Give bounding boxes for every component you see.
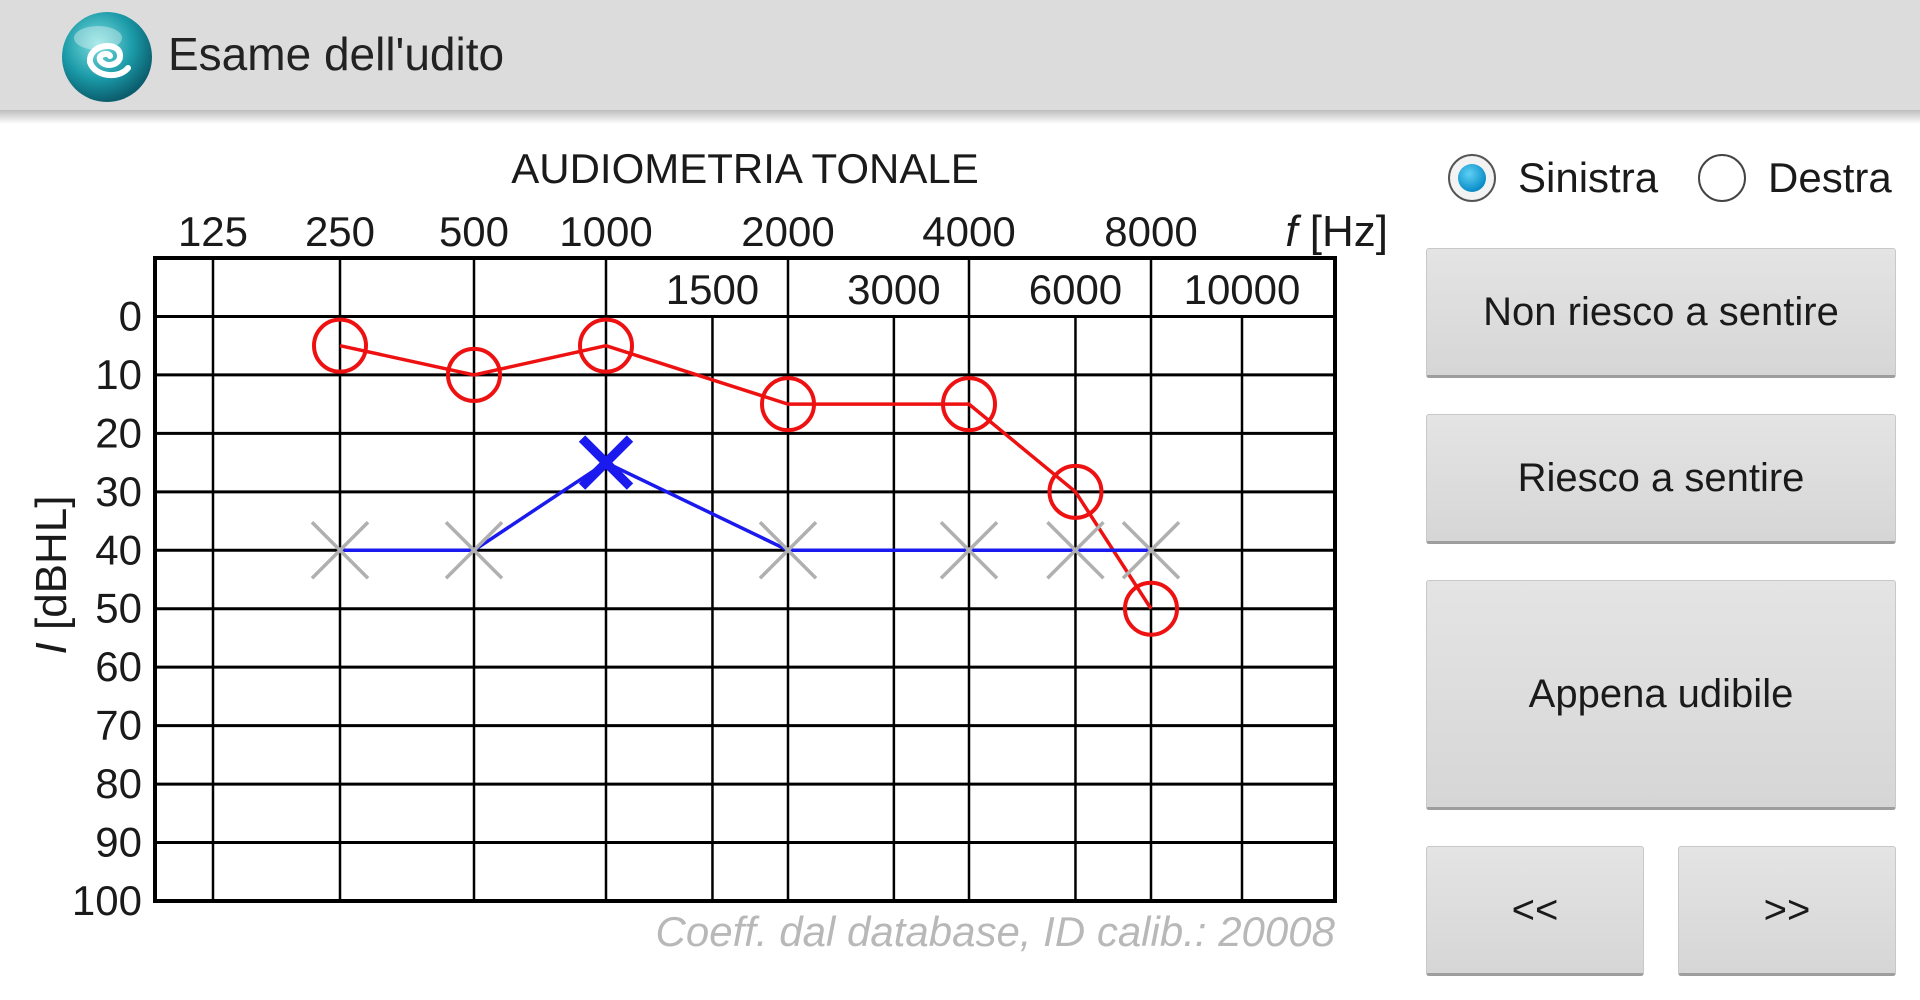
- data-point-cross-stroke: [758, 521, 818, 580]
- x-axis-label-unit: [Hz]: [1298, 207, 1388, 256]
- radio-left-ear-label: Sinistra: [1518, 154, 1659, 201]
- data-point-circle: [1047, 463, 1104, 520]
- y-tick-label: 10: [95, 351, 142, 398]
- chart-frame: [153, 256, 1337, 903]
- y-tick-label: 70: [95, 702, 142, 749]
- y-tick-label: 20: [95, 409, 142, 456]
- barely-audible-button[interactable]: Appena udibile: [1426, 580, 1896, 810]
- x-tick-label: 10000: [1184, 266, 1301, 313]
- radio-left-ear-indicator[interactable]: [1448, 154, 1496, 202]
- data-point-cross-stroke: [310, 521, 370, 580]
- data-point-cross: [444, 521, 504, 580]
- data-point-cross: [310, 521, 370, 580]
- chart-title: AUDIOMETRIA TONALE: [511, 145, 979, 192]
- y-tick-label: 30: [95, 468, 142, 515]
- data-point-cross: [1121, 521, 1181, 580]
- data-point-cross-stroke: [1046, 521, 1105, 580]
- x-tick-label: 1000: [559, 208, 652, 255]
- previous-button[interactable]: <<: [1426, 846, 1644, 976]
- app-logo-icon[interactable]: [60, 10, 154, 104]
- data-point-cross: [939, 521, 999, 580]
- y-tick-label: 100: [72, 877, 142, 924]
- x-axis-label: f [Hz]: [1285, 207, 1388, 256]
- data-point-circle: [941, 376, 997, 433]
- data-point-cross: [1046, 521, 1105, 580]
- data-point-cross-stroke: [444, 521, 504, 580]
- series-line: [339, 343, 1153, 610]
- data-point-circle: [578, 317, 634, 374]
- y-axis-label: I [dBHL]: [27, 496, 76, 655]
- y-tick-label: 80: [95, 760, 142, 807]
- x-tick-label: 250: [305, 208, 375, 255]
- radio-left-ear[interactable]: Sinistra: [1448, 150, 1658, 206]
- x-tick-label: 2000: [741, 208, 834, 255]
- data-point-cross: [578, 435, 634, 490]
- data-point-cross: [758, 521, 818, 580]
- data-point-cross-stroke: [578, 435, 634, 490]
- y-tick-label: 40: [95, 526, 142, 573]
- y-axis-label-unit: [dBHL]: [27, 496, 76, 643]
- x-tick-label: 3000: [847, 266, 940, 313]
- y-tick-label: 50: [95, 585, 142, 632]
- radio-right-ear-indicator[interactable]: [1698, 154, 1746, 202]
- x-tick-label: 125: [178, 208, 248, 255]
- y-tick-label: 0: [119, 292, 142, 339]
- y-tick-label: 90: [95, 819, 142, 866]
- action-bar-shadow: [0, 110, 1920, 124]
- radio-right-ear-label: Destra: [1768, 154, 1892, 201]
- x-tick-label: 4000: [922, 208, 1015, 255]
- data-point-cross-stroke: [1121, 521, 1181, 580]
- x-tick-label: 500: [439, 208, 509, 255]
- data-point-circle: [760, 376, 816, 433]
- data-point-circle: [1123, 580, 1179, 637]
- app-title: Esame dell'udito: [168, 28, 505, 80]
- data-point-circle: [446, 346, 502, 403]
- y-tick-label: 60: [95, 643, 142, 690]
- cannot-hear-button[interactable]: Non riesco a sentire: [1426, 248, 1896, 378]
- x-tick-label: 6000: [1029, 266, 1122, 313]
- y-axis-label-symbol: I: [27, 642, 76, 654]
- data-point-cross-stroke: [939, 521, 999, 580]
- x-tick-label: 1500: [666, 266, 759, 313]
- data-point-circle: [312, 317, 368, 374]
- can-hear-button[interactable]: Riesco a sentire: [1426, 414, 1896, 544]
- action-bar: Esame dell'udito: [0, 0, 1920, 110]
- next-button[interactable]: >>: [1678, 846, 1896, 976]
- radio-right-ear[interactable]: Destra: [1698, 150, 1892, 206]
- x-tick-label: 8000: [1104, 208, 1197, 255]
- calibration-note: Coeff. dal database, ID calib.: 20008: [656, 908, 1336, 955]
